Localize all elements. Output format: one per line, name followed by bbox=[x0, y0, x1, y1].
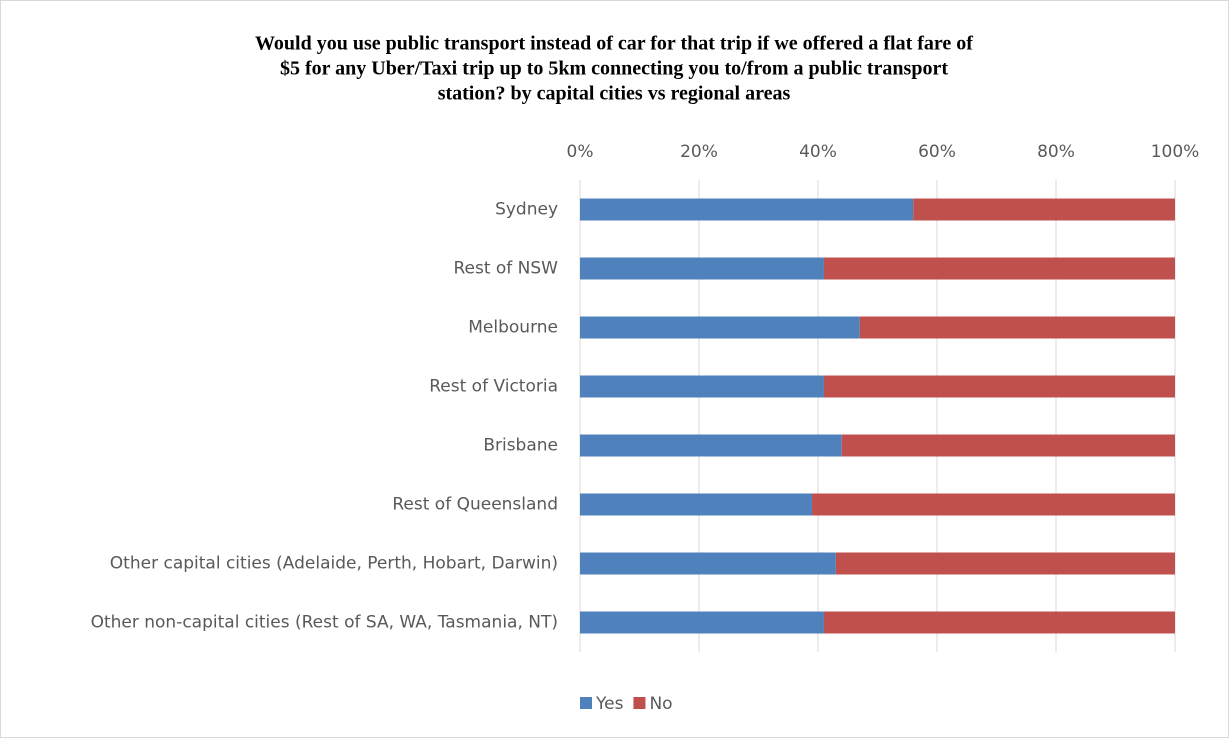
bar-segment bbox=[841, 434, 1175, 457]
y-tick-label: Rest of Victoria bbox=[429, 377, 558, 397]
bar-segment bbox=[835, 552, 1175, 575]
y-tick-label: Sydney bbox=[495, 200, 558, 220]
bar-segment bbox=[580, 257, 824, 280]
bar-segment bbox=[580, 611, 824, 634]
bar-segment bbox=[823, 257, 1175, 280]
bar-segment bbox=[580, 375, 824, 398]
x-tick-label: 80% bbox=[1037, 142, 1075, 162]
bar-segment bbox=[580, 316, 860, 339]
bar-segment bbox=[580, 552, 836, 575]
x-tick-label: 100% bbox=[1151, 142, 1200, 162]
y-tick-label: Other capital cities (Adelaide, Perth, H… bbox=[110, 554, 558, 574]
bar-segment bbox=[580, 198, 914, 221]
y-tick-label: Melbourne bbox=[468, 318, 558, 338]
chart-title: Would you use public transport instead o… bbox=[255, 33, 973, 55]
bar-segment bbox=[580, 493, 813, 516]
y-tick-label: Rest of Queensland bbox=[392, 495, 558, 515]
x-tick-label: 0% bbox=[567, 142, 594, 162]
y-tick-label: Rest of NSW bbox=[453, 259, 558, 279]
x-tick-label: 20% bbox=[680, 142, 718, 162]
bar-segment bbox=[859, 316, 1175, 339]
bar-segment bbox=[823, 375, 1175, 398]
bar-segment bbox=[812, 493, 1175, 516]
x-tick-label: 60% bbox=[918, 142, 956, 162]
bar-segment bbox=[580, 434, 842, 457]
chart-title: $5 for any Uber/Taxi trip up to 5km conn… bbox=[280, 58, 948, 80]
legend-label: No bbox=[649, 694, 672, 714]
legend-label: Yes bbox=[595, 694, 624, 714]
y-tick-label: Other non-capital cities (Rest of SA, WA… bbox=[91, 613, 558, 633]
legend-swatch bbox=[580, 697, 592, 709]
bar-segment bbox=[823, 611, 1175, 634]
legend-swatch bbox=[633, 697, 646, 709]
x-tick-label: 40% bbox=[799, 142, 837, 162]
y-tick-label: Brisbane bbox=[483, 436, 558, 456]
bar-segment bbox=[913, 198, 1175, 221]
chart-title: station? by capital cities vs regional a… bbox=[438, 83, 791, 105]
